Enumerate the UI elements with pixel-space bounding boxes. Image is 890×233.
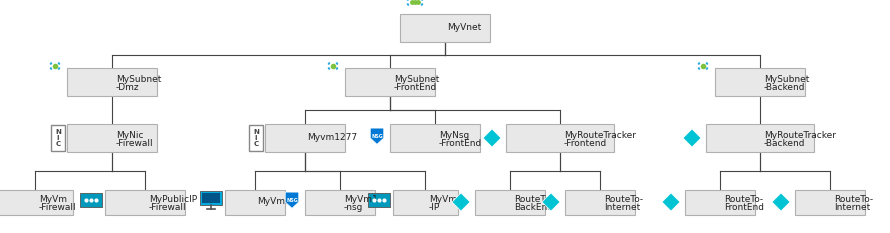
Text: Myvm1277: Myvm1277 bbox=[307, 134, 357, 143]
FancyBboxPatch shape bbox=[202, 193, 220, 202]
FancyBboxPatch shape bbox=[565, 189, 635, 215]
FancyBboxPatch shape bbox=[265, 124, 345, 152]
Text: MyVm1: MyVm1 bbox=[257, 198, 291, 206]
FancyBboxPatch shape bbox=[368, 193, 390, 207]
Polygon shape bbox=[452, 193, 470, 211]
Polygon shape bbox=[483, 129, 501, 147]
Text: Internet: Internet bbox=[834, 203, 870, 212]
FancyBboxPatch shape bbox=[67, 124, 157, 152]
FancyBboxPatch shape bbox=[51, 125, 65, 151]
FancyBboxPatch shape bbox=[105, 189, 185, 215]
FancyBboxPatch shape bbox=[400, 14, 490, 42]
Text: -Firewall: -Firewall bbox=[116, 140, 154, 148]
Text: MyNic: MyNic bbox=[116, 130, 143, 140]
Text: MyVm1: MyVm1 bbox=[344, 195, 377, 203]
FancyBboxPatch shape bbox=[67, 68, 157, 96]
FancyBboxPatch shape bbox=[475, 189, 545, 215]
Text: -Firewall: -Firewall bbox=[39, 203, 77, 212]
Polygon shape bbox=[662, 193, 680, 211]
Text: -Backend: -Backend bbox=[764, 140, 805, 148]
Text: RouteTo-: RouteTo- bbox=[834, 195, 873, 203]
Text: BackEnd: BackEnd bbox=[514, 203, 553, 212]
Text: RouteTo-: RouteTo- bbox=[604, 195, 643, 203]
Polygon shape bbox=[286, 192, 299, 208]
FancyBboxPatch shape bbox=[506, 124, 614, 152]
FancyBboxPatch shape bbox=[390, 124, 480, 152]
Text: -Backend: -Backend bbox=[764, 83, 805, 93]
Polygon shape bbox=[370, 128, 384, 144]
Text: -Frontend: -Frontend bbox=[564, 140, 607, 148]
Text: MySubnet: MySubnet bbox=[116, 75, 161, 83]
Text: FrontEnd: FrontEnd bbox=[724, 203, 764, 212]
Text: MyNsg: MyNsg bbox=[439, 130, 469, 140]
FancyBboxPatch shape bbox=[715, 68, 805, 96]
Text: MyVnet: MyVnet bbox=[447, 24, 481, 32]
FancyBboxPatch shape bbox=[706, 124, 814, 152]
Text: MySubnet: MySubnet bbox=[764, 75, 809, 83]
Text: MyVm1: MyVm1 bbox=[429, 195, 463, 203]
Text: Internet: Internet bbox=[604, 203, 640, 212]
Polygon shape bbox=[683, 129, 701, 147]
FancyBboxPatch shape bbox=[225, 189, 285, 215]
FancyBboxPatch shape bbox=[80, 193, 102, 207]
Text: RouteTo-: RouteTo- bbox=[514, 195, 553, 203]
Text: -nsg: -nsg bbox=[344, 203, 363, 212]
Text: -FrontEnd: -FrontEnd bbox=[394, 83, 437, 93]
FancyBboxPatch shape bbox=[305, 189, 375, 215]
Polygon shape bbox=[772, 193, 790, 211]
Text: NSG: NSG bbox=[286, 198, 298, 203]
Text: MySubnet: MySubnet bbox=[394, 75, 440, 83]
Polygon shape bbox=[542, 193, 560, 211]
Text: -Dmz: -Dmz bbox=[116, 83, 140, 93]
FancyBboxPatch shape bbox=[200, 191, 222, 205]
FancyBboxPatch shape bbox=[0, 189, 72, 215]
FancyBboxPatch shape bbox=[249, 125, 263, 151]
Text: MyRouteTracker: MyRouteTracker bbox=[764, 130, 836, 140]
Text: MyPublicIP: MyPublicIP bbox=[149, 195, 197, 203]
Text: NSG: NSG bbox=[371, 134, 383, 139]
Text: N
I
C: N I C bbox=[253, 130, 259, 147]
Text: RouteTo-: RouteTo- bbox=[724, 195, 763, 203]
Text: -Firewall: -Firewall bbox=[149, 203, 187, 212]
FancyBboxPatch shape bbox=[685, 189, 755, 215]
FancyBboxPatch shape bbox=[392, 189, 457, 215]
Text: -FrontEnd: -FrontEnd bbox=[439, 140, 482, 148]
Text: N
I
C: N I C bbox=[55, 130, 61, 147]
FancyBboxPatch shape bbox=[795, 189, 865, 215]
Text: -IP: -IP bbox=[429, 203, 441, 212]
Text: MyRouteTracker: MyRouteTracker bbox=[564, 130, 636, 140]
Text: MyVm: MyVm bbox=[39, 195, 67, 203]
FancyBboxPatch shape bbox=[345, 68, 435, 96]
